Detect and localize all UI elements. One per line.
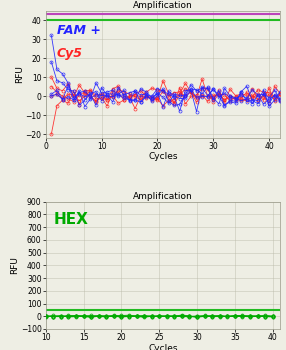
X-axis label: Cycles: Cycles [148, 153, 178, 161]
Y-axis label: RFU: RFU [15, 65, 24, 83]
Title: Amplification: Amplification [133, 1, 193, 10]
Text: FAM +: FAM + [57, 24, 101, 37]
Text: HEX: HEX [53, 212, 88, 227]
Text: Cy5: Cy5 [57, 47, 83, 60]
Y-axis label: RFU: RFU [10, 256, 19, 274]
Title: Amplification: Amplification [133, 192, 193, 201]
X-axis label: Cycles: Cycles [148, 344, 178, 350]
